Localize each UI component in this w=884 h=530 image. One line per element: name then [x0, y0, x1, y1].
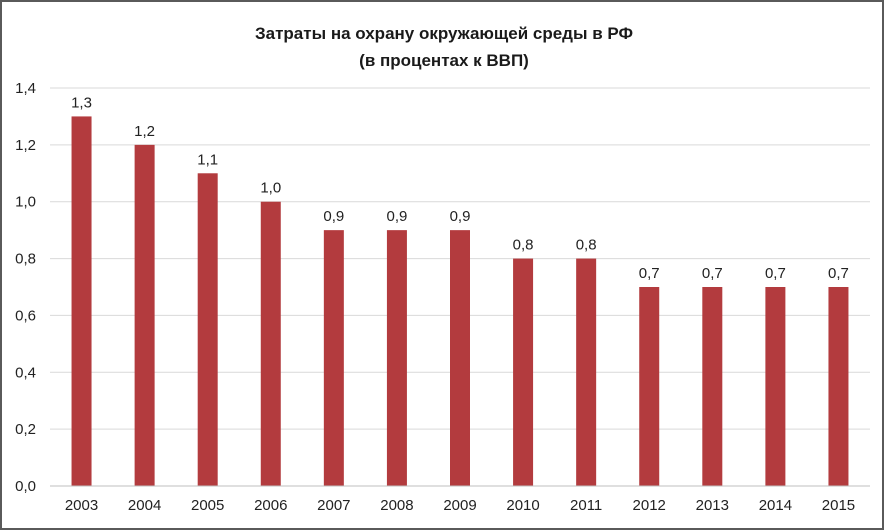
y-tick-label: 0,4: [15, 364, 36, 381]
data-label-2011: 0,8: [576, 237, 597, 254]
data-label-2009: 0,9: [450, 208, 471, 225]
data-label-2015: 0,7: [828, 265, 849, 282]
data-label-2003: 1,3: [71, 94, 92, 111]
bar-2008: [386, 230, 407, 486]
y-tick-label: 0,2: [15, 421, 36, 438]
x-tick-label: 2003: [65, 497, 98, 514]
x-tick-label: 2005: [191, 497, 224, 514]
x-tick-label: 2012: [633, 497, 666, 514]
bar-2003: [71, 116, 92, 486]
bar-2007: [323, 230, 344, 486]
bar-2009: [450, 230, 470, 486]
y-tick-label: 1,4: [15, 80, 36, 97]
x-tick-label: 2006: [254, 497, 287, 514]
data-label-2004: 1,2: [134, 123, 155, 140]
data-label-2010: 0,8: [513, 237, 534, 254]
x-tick-label: 2014: [759, 497, 792, 514]
chart-title: Затраты на охрану окружающей среды в РФ: [254, 24, 634, 43]
y-tick-label: 1,2: [15, 137, 36, 154]
data-label-2012: 0,7: [639, 265, 660, 282]
y-tick-label: 0,0: [15, 478, 36, 495]
y-tick-label: 0,8: [15, 251, 36, 268]
x-tick-label: 2010: [506, 497, 539, 514]
data-label-2005: 1,1: [197, 151, 218, 168]
y-tick-label: 1,0: [15, 194, 36, 211]
x-tick-label: 2013: [696, 497, 729, 514]
data-label-2007: 0,9: [323, 208, 344, 225]
bar-2011: [576, 258, 597, 486]
bar-2006: [260, 201, 281, 486]
bar-2010: [513, 258, 534, 486]
x-tick-label: 2009: [443, 497, 476, 514]
bar-2014: [765, 287, 786, 486]
chart-subtitle: (в процентах к ВВП): [359, 51, 529, 70]
bar-2012: [639, 287, 660, 486]
bar-2005: [197, 173, 218, 487]
x-tick-label: 2011: [570, 497, 602, 514]
data-label-2014: 0,7: [765, 265, 786, 282]
x-tick-label: 2007: [317, 497, 350, 514]
data-label-2006: 1,0: [260, 180, 281, 197]
gridlines: [50, 87, 870, 430]
data-label-2013: 0,7: [702, 265, 723, 282]
bar-2015: [828, 287, 849, 486]
y-tick-label: 0,6: [15, 307, 36, 324]
bar-2004: [134, 144, 155, 486]
data-label-2008: 0,9: [386, 208, 407, 225]
bars: [71, 116, 849, 487]
x-tick-label: 2015: [822, 497, 855, 514]
y-axis-tick-labels: 0,0 0,2 0,4 0,6 0,8 1,0 1,2 1,4: [15, 80, 36, 495]
x-axis-tick-labels: 2003 2004 2005 2006 2007 2008 2009 2010 2011 2012…: [65, 497, 855, 514]
bar-2013: [702, 287, 723, 486]
chart-title-block: Затраты на охрану окружающей среды в РФ …: [2, 20, 884, 74]
x-tick-label: 2008: [380, 497, 413, 514]
x-tick-label: 2004: [128, 497, 161, 514]
data-labels: 1,3 1,2 1,1 1,0 0,9 0,9 0,9 0,8 0,8 0,7 0,7 0,7 0,7: [71, 94, 849, 282]
